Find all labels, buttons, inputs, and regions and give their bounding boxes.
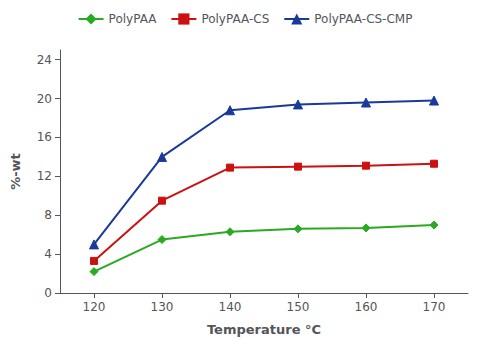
svg-text:0: 0 bbox=[44, 286, 52, 300]
svg-text:20: 20 bbox=[37, 92, 52, 106]
svg-text:Temperature °C: Temperature °C bbox=[207, 322, 321, 337]
svg-text:PolyPAA-CS-CMP: PolyPAA-CS-CMP bbox=[314, 12, 412, 26]
svg-text:8: 8 bbox=[44, 208, 52, 222]
svg-text:PolyPAA-CS: PolyPAA-CS bbox=[201, 12, 269, 26]
svg-text:170: 170 bbox=[423, 300, 446, 314]
svg-text:140: 140 bbox=[219, 300, 242, 314]
svg-text:16: 16 bbox=[37, 130, 52, 144]
svg-text:12: 12 bbox=[37, 169, 52, 183]
svg-text:120: 120 bbox=[83, 300, 106, 314]
svg-text:150: 150 bbox=[287, 300, 310, 314]
svg-text:160: 160 bbox=[355, 300, 378, 314]
svg-text:PolyPAA: PolyPAA bbox=[109, 12, 158, 26]
svg-text:4: 4 bbox=[44, 247, 52, 261]
svg-text:130: 130 bbox=[151, 300, 174, 314]
svg-text:24: 24 bbox=[37, 53, 52, 67]
svg-text:%-wt: %-wt bbox=[8, 153, 23, 190]
